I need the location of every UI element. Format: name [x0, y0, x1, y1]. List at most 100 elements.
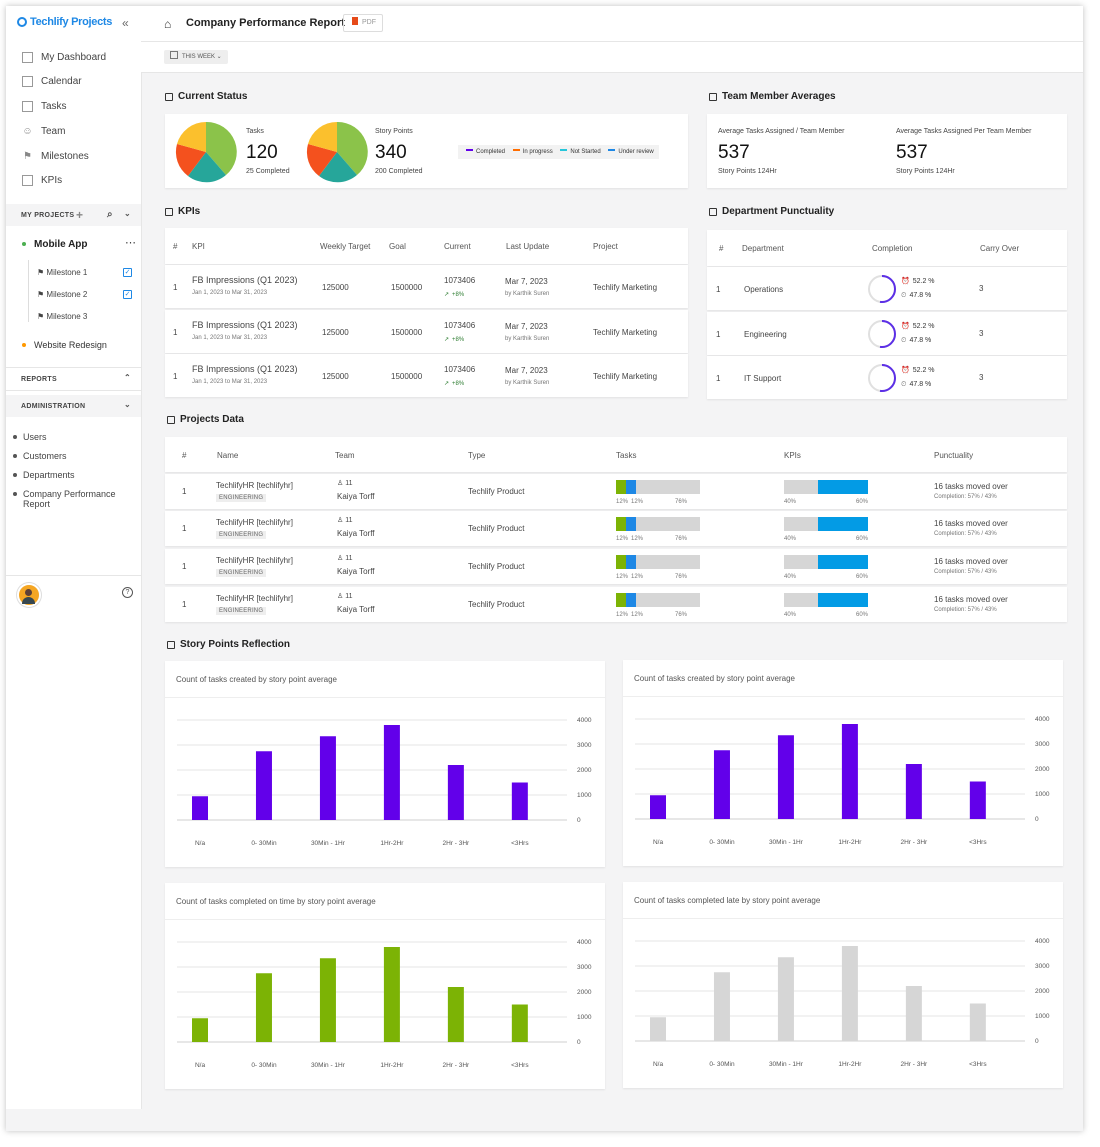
department-row[interactable]: 1 IT Support ⏰ 52.2 % ⏲ 47.8 % 3: [707, 356, 1067, 399]
dashboard-icon: [22, 52, 33, 63]
kpi-row[interactable]: 1 FB Impressions (Q1 2023) Jan 1, 2023 to …: [165, 309, 688, 353]
administration-header[interactable]: ADMINISTRATION ⌄: [6, 395, 141, 417]
department-row[interactable]: 1 Engineering ⏰ 52.2 % ⏲ 47.8 % 3: [707, 311, 1067, 355]
punctuality-text: 16 tasks moved over: [934, 595, 1008, 604]
pie-slice-under-review: [308, 121, 337, 152]
project-name[interactable]: TechlifyHR [techlifyhr]: [216, 594, 293, 603]
bar-chart-card: Count of tasks completed late by story p…: [623, 882, 1063, 1088]
chart-divider: [165, 919, 605, 920]
department-punctuality-title: Department Punctuality: [709, 206, 834, 217]
kpi-num: 1: [173, 283, 178, 292]
kpi-dates: Jan 1, 2023 to Mar 31, 2023: [192, 290, 268, 296]
add-project-icon[interactable]: +: [76, 208, 84, 222]
y-tick-label: 4000: [577, 717, 592, 724]
reports-header[interactable]: REPORTS ⌃: [6, 367, 141, 391]
column-header: Project: [593, 242, 618, 251]
nav-my-dashboard[interactable]: My Dashboard: [22, 52, 106, 63]
kpi-change-value: +8%: [452, 336, 465, 343]
app-logo[interactable]: Techlify Projects: [17, 16, 112, 28]
pdf-button[interactable]: PDF: [343, 14, 383, 32]
bar-chart-card: Count of tasks completed on time by stor…: [165, 883, 605, 1089]
department-row[interactable]: 1 Operations ⏰ 52.2 % ⏲ 47.8 % 3: [707, 267, 1067, 310]
project-row[interactable]: 1 TechlifyHR [techlifyhr] ENGINEERING ♙ 11 Ka…: [165, 549, 1067, 584]
tasks-percent-label: 76%: [675, 499, 688, 505]
kpi-row[interactable]: 1 FB Impressions (Q1 2023) Jan 1, 2023 to …: [165, 265, 688, 308]
punctuality-completion: Completion: 57% / 43%: [934, 607, 997, 613]
nav-label: Tasks: [41, 101, 67, 112]
sidebar: Techlify Projects « My Dashboard Calenda…: [6, 6, 142, 1109]
chart-bar: [511, 782, 528, 820]
kpi-updated-by: by Karthik Suren: [505, 291, 550, 297]
bar-chart: 0 1000 2000 3000 4000 N/a 0- 30Min 30Min - 1Hr 1…: [635, 938, 1050, 1068]
x-tick-label: 1Hr-2Hr: [838, 1061, 862, 1068]
chart-divider: [165, 697, 605, 698]
late-percent: ⏲ 47.8 %: [901, 292, 931, 300]
chart-bar: [511, 1004, 528, 1042]
admin-departments[interactable]: Departments: [13, 470, 75, 480]
y-tick-label: 4000: [577, 939, 592, 946]
my-projects-label: MY PROJECTS: [21, 212, 75, 219]
x-tick-label: 2Hr - 3Hr: [900, 839, 928, 846]
project-name[interactable]: TechlifyHR [techlifyhr]: [216, 518, 293, 527]
project-num: 1: [182, 600, 187, 609]
tasks-value: 120: [246, 142, 278, 163]
chart-bar: [192, 1018, 208, 1042]
kpi-change-value: +8%: [452, 381, 465, 387]
project-row[interactable]: 1 TechlifyHR [techlifyhr] ENGINEERING ♙ 11 Ka…: [165, 511, 1067, 546]
nav-milestones[interactable]: ⚑ Milestones: [22, 151, 89, 162]
milestone-item[interactable]: ⚑ Milestone 3: [37, 312, 88, 321]
kpi-updated-by: by Karthik Suren: [505, 380, 550, 386]
project-mobile-app[interactable]: Mobile App: [22, 239, 88, 250]
project-name[interactable]: TechlifyHR [techlifyhr]: [216, 556, 293, 565]
admin-company-performance-report[interactable]: Company Performance Report: [13, 489, 123, 509]
team-lead: Kaiya Torff: [337, 605, 375, 614]
kpis-segment-remaining: [784, 555, 818, 569]
help-icon[interactable]: ?: [122, 587, 133, 598]
collapse-sidebar-icon[interactable]: «: [122, 16, 129, 30]
dept-name: IT Support: [744, 374, 782, 383]
milestone-item[interactable]: ⚑ Milestone 1: [37, 268, 88, 277]
project-row[interactable]: 1 TechlifyHR [techlifyhr] ENGINEERING ♙ 11 Ka…: [165, 587, 1067, 622]
avatar[interactable]: [17, 583, 41, 607]
milestone-checkbox[interactable]: ✓: [123, 268, 132, 277]
team-lead: Kaiya Torff: [337, 529, 375, 538]
column-header: Department: [742, 244, 784, 253]
y-tick-label: 3000: [1035, 741, 1050, 748]
project-name[interactable]: TechlifyHR [techlifyhr]: [216, 481, 293, 490]
column-header: Last Update: [506, 242, 550, 251]
milestone-item[interactable]: ⚑ Milestone 2: [37, 290, 88, 299]
team-count: ♙ 11: [337, 592, 353, 600]
more-options-icon[interactable]: ⋯: [125, 237, 136, 249]
x-tick-label: N/a: [195, 840, 206, 847]
admin-users[interactable]: Users: [13, 432, 47, 442]
chart-bar: [650, 1017, 666, 1041]
kpis-percent-label: 60%: [856, 499, 869, 505]
project-row[interactable]: 1 TechlifyHR [techlifyhr] ENGINEERING ♙ 11 Ka…: [165, 474, 1067, 509]
nav-kpis[interactable]: KPIs: [22, 175, 62, 186]
project-website-redesign[interactable]: Website Redesign: [22, 340, 107, 350]
search-icon[interactable]: ⌕: [107, 209, 113, 220]
story-points-reflection-title: Story Points Reflection: [167, 639, 290, 650]
admin-customers[interactable]: Customers: [13, 451, 67, 461]
projects-data-title: Projects Data: [167, 414, 244, 425]
nav-label: My Dashboard: [41, 52, 107, 63]
section-title-text: Current Status: [178, 91, 248, 102]
chart-bar: [319, 736, 336, 820]
tasks-percent-label: 12%: [631, 574, 644, 580]
y-tick-label: 1000: [577, 792, 592, 799]
chevron-down-icon[interactable]: ⌄: [124, 209, 132, 218]
kpis-segment-achieved: [817, 555, 868, 569]
kpi-row[interactable]: 1 FB Impressions (Q1 2023) Jan 1, 2023 to …: [165, 354, 688, 397]
week-filter-dropdown[interactable]: THIS WEEK ⌄: [164, 50, 228, 64]
milestone-checkbox[interactable]: ✓: [123, 290, 132, 299]
current-status-title: Current Status: [165, 91, 247, 102]
nav-calendar[interactable]: Calendar: [22, 76, 82, 87]
nav-team[interactable]: ☺ Team: [22, 126, 65, 137]
person-icon: ♙: [337, 517, 344, 524]
tasks-percent-label: 12%: [616, 499, 629, 505]
y-tick-label: 1000: [1035, 791, 1050, 798]
ring-progress: [868, 364, 896, 392]
nav-tasks[interactable]: Tasks: [22, 101, 67, 112]
late-value: 47.8 %: [909, 292, 932, 299]
filter-label: THIS WEEK: [182, 54, 216, 60]
